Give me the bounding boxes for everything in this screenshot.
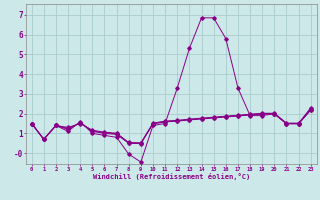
X-axis label: Windchill (Refroidissement éolien,°C): Windchill (Refroidissement éolien,°C) — [92, 173, 250, 180]
